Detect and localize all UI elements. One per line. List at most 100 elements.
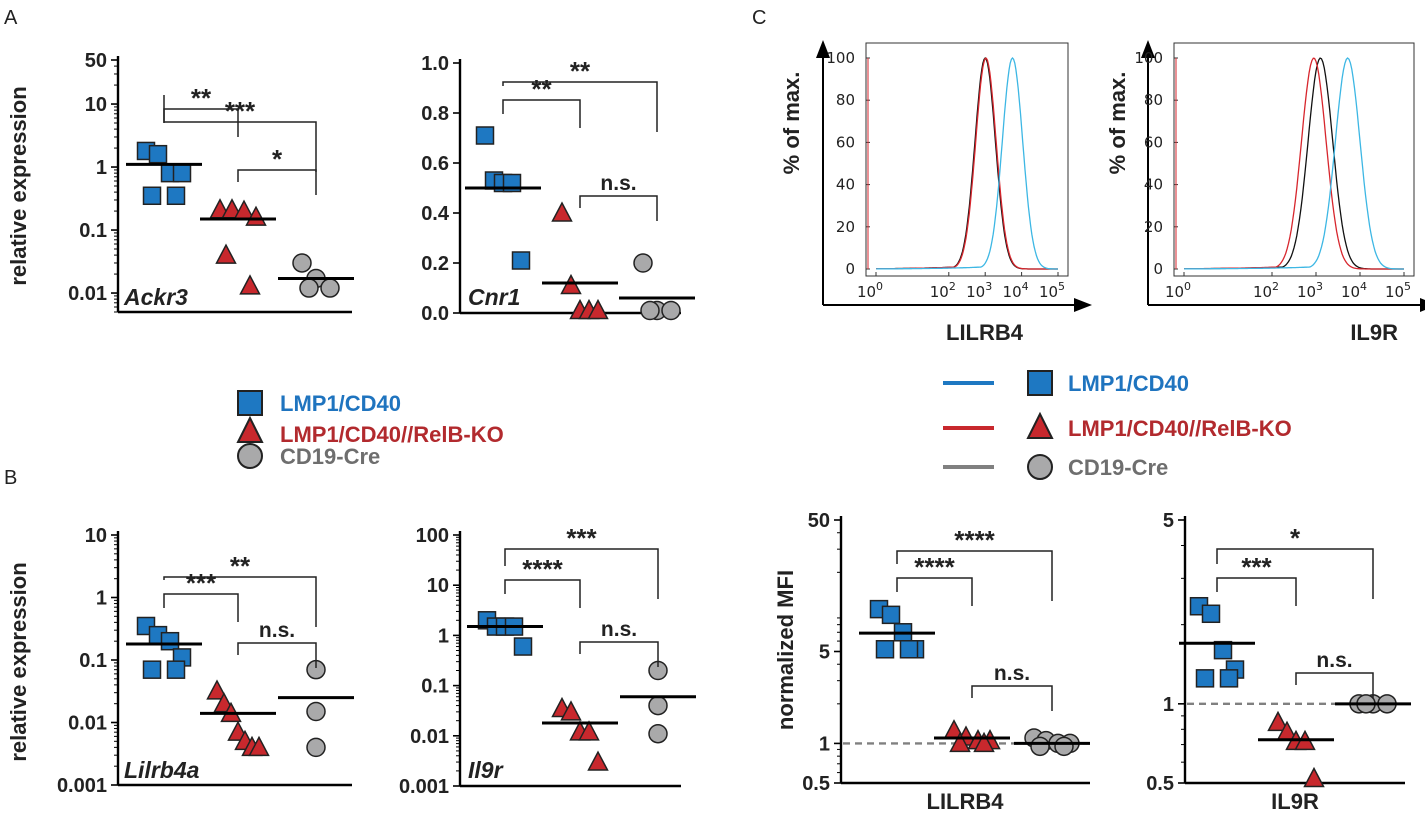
- histogram-curve: [1184, 57, 1404, 270]
- x-tick-base: 10: [857, 283, 876, 301]
- y-tick-label: 0.1: [79, 650, 107, 672]
- significance-bracket: [971, 685, 1053, 711]
- data-point-circle: [633, 253, 653, 273]
- x-arrow-head: [1420, 298, 1425, 312]
- significance-bracket: [237, 642, 317, 668]
- y-tick-label: 1: [96, 588, 107, 610]
- significance-label: **: [230, 551, 251, 581]
- significance-bracket: [504, 579, 581, 608]
- y-axis-label: % of max.: [779, 72, 804, 175]
- data-point-triangle: [245, 205, 267, 226]
- y-tick-label: 0.01: [68, 713, 107, 735]
- legend-ab: LMP1/CD40 LMP1/CD40//RelB-KO CD19-Cre: [236, 390, 504, 469]
- data-point-triangle: [1303, 766, 1325, 788]
- y-tick-label: 0.1: [79, 220, 107, 242]
- panel-label-b: B: [4, 467, 17, 489]
- x-tick-exponent: 4: [1022, 280, 1029, 293]
- y-arrow-head: [1141, 40, 1155, 58]
- data-point-square: [142, 660, 162, 679]
- significance-bracket: [237, 169, 317, 195]
- y-tick-label: 80: [836, 91, 855, 109]
- x-tick-label: 105: [1039, 280, 1065, 301]
- x-tick-label: 103: [1297, 280, 1323, 301]
- data-point-square: [148, 144, 168, 164]
- legend-c-label-lmp1-cd40: LMP1/CD40: [1068, 371, 1189, 396]
- x-axis-label: IL9R: [1271, 789, 1319, 814]
- significance-label: ***: [186, 568, 217, 598]
- chart-mfi-il9r: 510.5****n.s.IL9R: [1146, 510, 1411, 814]
- data-point-square: [166, 660, 186, 679]
- y-tick-label: 0.01: [410, 726, 449, 748]
- y-arrow-head: [816, 40, 830, 58]
- significance-label: ***: [225, 96, 256, 126]
- y-tick-label: 60: [1144, 133, 1163, 151]
- x-tick-exponent: 4: [1360, 280, 1367, 293]
- x-tick-label: 105: [1385, 280, 1411, 301]
- data-point-triangle: [248, 735, 270, 757]
- chart-cnr1: 1.0 0.8 0.6 0.4 0.2 0.0 ** ** n.s. Cnr1: [421, 53, 695, 325]
- significance-label: n.s.: [600, 172, 636, 195]
- y-tick-label: 100: [826, 49, 855, 67]
- data-point-square: [172, 163, 192, 183]
- x-tick-base: 10: [1003, 283, 1022, 301]
- x-tick-base: 10: [966, 283, 985, 301]
- significance-bracket: [896, 577, 973, 606]
- data-point-triangle: [215, 243, 237, 264]
- y-tick-label: 0.0: [421, 303, 449, 325]
- data-point-circle: [299, 278, 319, 298]
- legend-ab-label-relb-ko: LMP1/CD40//RelB-KO: [280, 422, 504, 447]
- gene-label: Ackr3: [123, 284, 188, 310]
- x-tick-exponent: 0: [876, 280, 883, 293]
- significance-label: **: [191, 83, 212, 113]
- y-tick-label: 0.001: [57, 775, 107, 797]
- x-tick-exponent: 5: [1404, 280, 1411, 293]
- legend-c-triangle-marker: [1026, 411, 1054, 439]
- data-point-square: [511, 251, 531, 270]
- y-tick-label: 40: [836, 176, 855, 194]
- y-tick-label: 50: [808, 510, 830, 532]
- significance-label: ****: [914, 552, 955, 582]
- data-point-triangle: [206, 679, 228, 700]
- x-tick-base: 10: [1165, 283, 1184, 301]
- significance-bracket: [163, 576, 317, 627]
- x-tick-exponent: 2: [1272, 280, 1279, 293]
- data-point-circle: [320, 278, 340, 298]
- y-tick-label: 5: [1163, 510, 1174, 532]
- data-point-square: [899, 640, 919, 659]
- histogram-curve: [1183, 57, 1404, 270]
- data-point-square: [1213, 640, 1233, 660]
- legend-ab-label-lmp1-cd40: LMP1/CD40: [280, 391, 401, 416]
- y-tick-label: 10: [85, 525, 107, 547]
- data-point-triangle: [973, 731, 995, 753]
- x-tick-label: 104: [1003, 280, 1029, 301]
- significance-bracket: [1216, 577, 1297, 606]
- y-tick-label: 0.6: [421, 153, 449, 175]
- significance-label: ***: [566, 523, 597, 553]
- data-point-square: [513, 637, 533, 656]
- y-tick-label: 20: [836, 218, 855, 236]
- significance-bracket: [896, 550, 1053, 601]
- histogram-frame: [1173, 42, 1415, 277]
- significance-label: n.s.: [601, 618, 637, 641]
- y-tick-label: 50: [85, 50, 107, 72]
- histogram-frame: [865, 42, 1069, 277]
- legend-c-circle-marker: [1027, 454, 1053, 480]
- data-point-square: [881, 605, 901, 625]
- x-tick-exponent: 2: [949, 280, 956, 293]
- x-tick-exponent: 3: [1316, 280, 1323, 293]
- legend-c-label-relb-ko: LMP1/CD40//RelB-KO: [1068, 416, 1292, 441]
- data-point-square: [875, 640, 895, 659]
- histogram-curve: [876, 56, 1058, 270]
- data-point-triangle: [551, 201, 573, 222]
- y-tick-label: 0.2: [421, 253, 449, 275]
- data-point-circle: [661, 300, 681, 321]
- y-axis-label: relative expression: [6, 86, 31, 285]
- y-tick-label: 10: [85, 94, 107, 116]
- y-tick-label: 0.8: [421, 103, 449, 125]
- y-axis-label: % of max.: [1105, 72, 1130, 175]
- data-point-triangle: [587, 750, 609, 771]
